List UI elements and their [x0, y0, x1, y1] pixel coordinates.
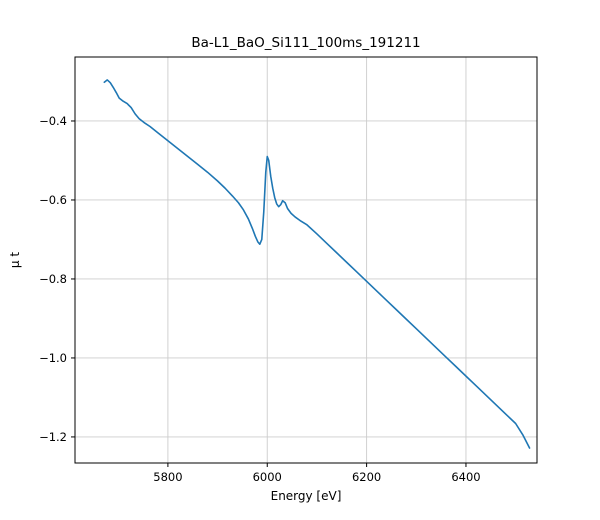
- x-tick-label: 5800: [153, 470, 182, 484]
- x-axis-label: Energy [eV]: [271, 489, 342, 503]
- plot-area-border: [74, 56, 538, 464]
- x-tick-label: 6400: [451, 470, 480, 484]
- grid-lines: [75, 57, 537, 463]
- tick-labels: 5800 6000 6200 6400 −0.4 −0.6 −0.8 −1.0 −1.2: [39, 114, 481, 484]
- y-tick-label: −1.2: [39, 430, 67, 444]
- tick-marks: [71, 120, 467, 467]
- x-tick-label: 6200: [352, 470, 381, 484]
- y-tick-label: −0.8: [39, 272, 67, 286]
- y-axis-label: μ t: [8, 252, 22, 268]
- y-tick-label: −1.0: [39, 351, 67, 365]
- x-tick-label: 6000: [253, 470, 282, 484]
- y-tick-label: −0.6: [39, 193, 67, 207]
- y-tick-label: −0.4: [39, 114, 67, 128]
- chart-title: Ba-L1_BaO_Si111_100ms_191211: [191, 35, 420, 51]
- data-line: [103, 79, 531, 449]
